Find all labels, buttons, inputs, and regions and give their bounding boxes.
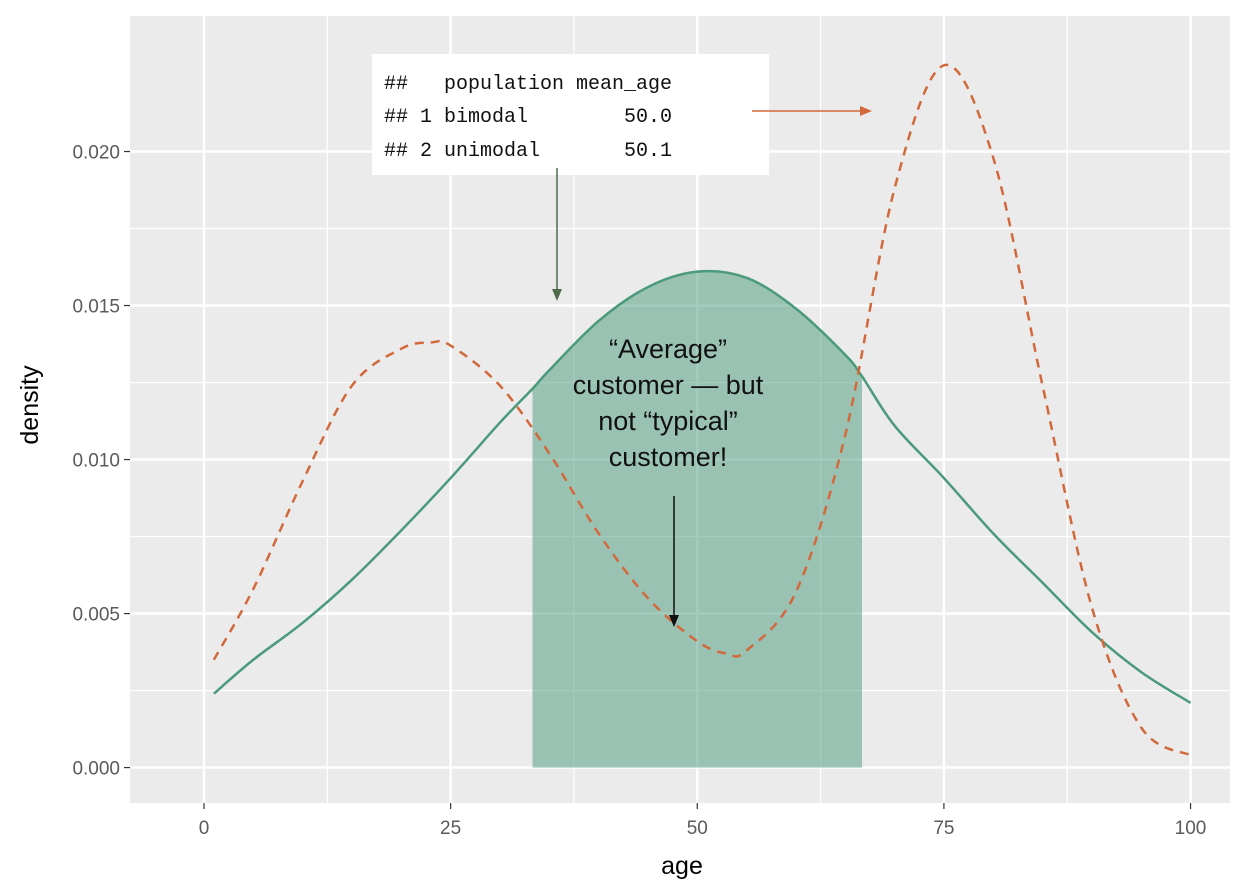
x-axis-ticks: 0 25 50 75 100 — [199, 803, 1207, 839]
table-header-line: ## population mean_age — [384, 73, 672, 96]
y-tick-label: 0.000 — [72, 759, 120, 780]
y-tick-label: 0.010 — [72, 451, 120, 472]
shaded-area-layer — [532, 271, 863, 768]
y-tick-label: 0.005 — [72, 605, 120, 626]
x-axis-title: age — [661, 852, 703, 880]
arrow-head-unimodal-curve — [552, 289, 562, 301]
shaded-region — [532, 271, 863, 768]
x-tick-label: 0 — [199, 818, 210, 839]
arrow-head-bimodal-peak — [860, 106, 872, 116]
table-annotation-box — [372, 54, 769, 175]
table-row-unimodal: ## 2 unimodal 50.1 — [384, 140, 672, 163]
callout-line-1: “Average” — [609, 334, 727, 364]
y-tick-label: 0.020 — [72, 143, 120, 164]
x-tick-label: 50 — [687, 818, 708, 839]
callout-line-3: not “typical” — [598, 406, 738, 436]
y-axis-ticks: 0.000 0.005 0.010 0.015 0.020 — [72, 143, 130, 780]
x-tick-label: 100 — [1175, 818, 1207, 839]
x-tick-label: 75 — [933, 818, 954, 839]
x-tick-label: 25 — [440, 818, 461, 839]
callout-line-4: customer! — [609, 442, 728, 472]
series-layer — [212, 63, 1192, 757]
arrow-head-bimodal-dip — [669, 615, 679, 627]
y-tick-label: 0.015 — [72, 297, 120, 318]
y-axis-title: density — [16, 365, 44, 445]
unimodal-density-line — [213, 269, 1192, 704]
callout-line-2: customer — but — [573, 370, 764, 400]
table-row-bimodal: ## 1 bimodal 50.0 — [384, 106, 672, 129]
